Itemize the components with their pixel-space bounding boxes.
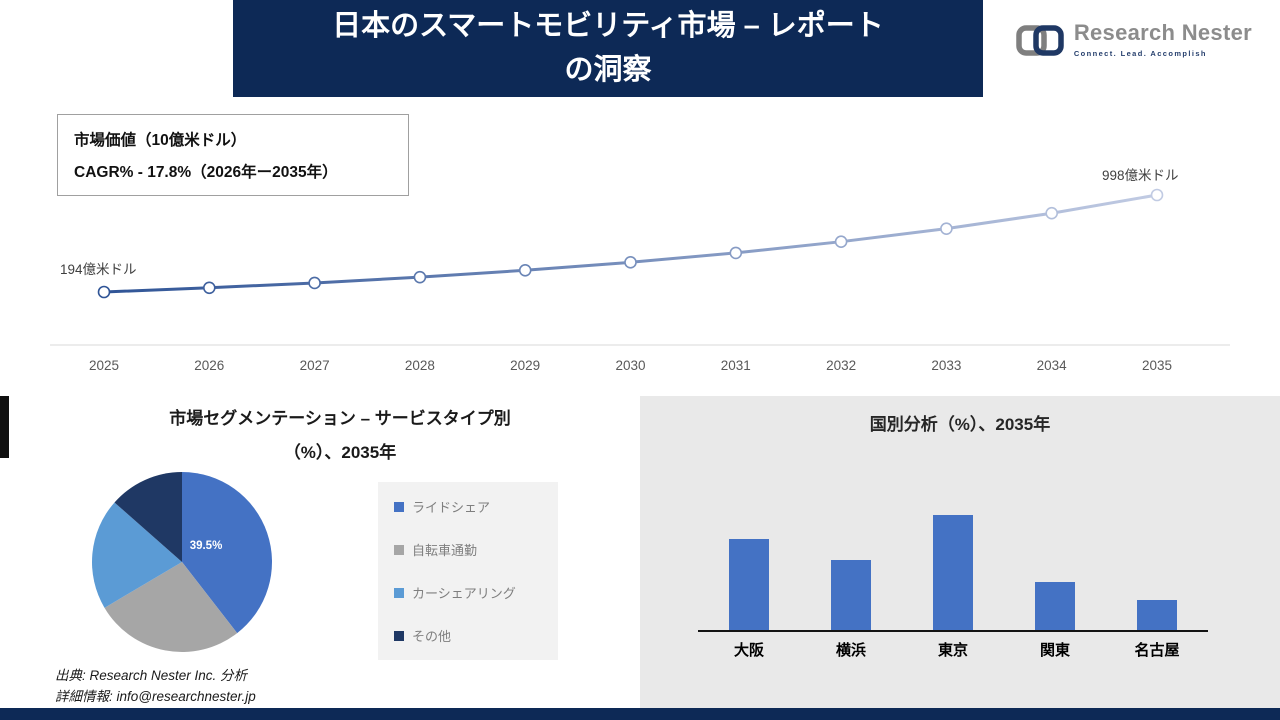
bar <box>831 560 871 630</box>
legend-item: 自転車通勤 <box>394 540 542 559</box>
bar-category-label: 東京 <box>937 642 968 659</box>
legend-swatch <box>394 544 404 555</box>
pie-title-line1: 市場セグメンテーション – サービスタイプ別 <box>169 409 511 428</box>
end-value-label: 998億米ドル <box>1102 168 1179 183</box>
x-axis-label: 2035 <box>1141 358 1173 373</box>
pie-legend: ライドシェア 自転車通勤カーシェアリング その他 <box>378 482 558 660</box>
contact-line: 詳細情報: info@researchnester.jp <box>55 689 256 704</box>
page-title-line1: 日本のスマートモビリティ市場 – レポート <box>332 10 884 42</box>
bar-chart-title: 国別分析（%）、2035年 <box>869 415 1051 434</box>
start-value-label: 194億米ドル <box>60 262 137 277</box>
market-value-info-box: 市場価値（10億米ドル） CAGR% - 17.8%（2026年ー2035年） <box>57 114 409 196</box>
x-axis-label: 2034 <box>1036 358 1067 373</box>
legend-swatch <box>394 587 404 598</box>
market-value-line-chart <box>50 188 1230 346</box>
brand-logo: Research Nester Connect. Lead. Accomplis… <box>1015 20 1252 60</box>
brand-text: Research Nester Connect. Lead. Accomplis… <box>1074 20 1252 58</box>
bar-column <box>698 539 800 630</box>
segmentation-pie-chart <box>92 472 272 652</box>
legend-label: カーシェアリング <box>412 586 516 601</box>
legend-item: ライドシェア <box>394 497 542 516</box>
x-axis-label: 2033 <box>931 358 962 373</box>
bar-column <box>1004 582 1106 630</box>
x-axis-labels: 2025 2026 2027 2028 2029 2030 2031 2032 2033 2034… <box>0 358 1280 378</box>
pie-chart-title: 市場セグメンテーション – サービスタイプ別 （%）、2035年 <box>110 402 570 470</box>
country-bar-chart: 大阪 横浜 東京 関東 名古屋 <box>698 512 1208 660</box>
footer-bar <box>0 708 1280 720</box>
pie-title-line2: （%）、2035年 <box>283 443 397 462</box>
legend-swatch <box>394 630 404 641</box>
country-analysis-panel: 国別分析（%）、2035年 大阪 横浜 東京 関東 名古屋 <box>640 396 1280 708</box>
bar-category-label: 横浜 <box>835 642 866 659</box>
bar-column <box>902 515 1004 630</box>
brand-name: Research Nester <box>1073 20 1252 45</box>
bar-category-label: 大阪 <box>733 642 764 659</box>
bar <box>1035 582 1075 630</box>
bar-category-label: 名古屋 <box>1134 642 1180 659</box>
bar-column <box>800 560 902 630</box>
bar <box>1137 600 1177 630</box>
x-axis-label: 2026 <box>194 358 225 373</box>
x-axis-label: 2025 <box>88 358 120 373</box>
page-title-line2: の洞察 <box>564 53 652 86</box>
brand-tagline: Connect. Lead. Accomplish <box>1073 49 1207 58</box>
research-nester-logo-icon <box>1015 20 1065 60</box>
bar <box>729 539 769 630</box>
legend-label: ライドシェア <box>412 500 491 515</box>
bar-category-labels: 大阪 横浜 東京 関東 名古屋 <box>698 632 1208 660</box>
x-axis-label: 2030 <box>615 358 646 373</box>
legend-swatch <box>394 501 404 512</box>
x-axis-label: 2027 <box>299 358 330 373</box>
x-axis-label: 2031 <box>720 358 751 373</box>
pie-slice-value-label: 39.5% <box>189 540 223 552</box>
market-value-label: 市場価値（10億米ドル） <box>74 132 247 149</box>
source-line: 出典: Research Nester Inc. 分析 <box>55 668 248 683</box>
bar <box>933 515 973 630</box>
x-axis-label: 2032 <box>826 358 857 373</box>
legend-label: 自転車通勤 <box>412 543 478 558</box>
x-axis-label: 2029 <box>510 358 541 373</box>
x-axis-label: 2028 <box>404 358 435 373</box>
bar-column <box>1106 600 1208 630</box>
title-banner: 日本のスマートモビリティ市場 – レポート の洞察 <box>233 0 983 97</box>
bar-plot-area <box>698 512 1208 632</box>
bar-category-label: 関東 <box>1039 642 1070 659</box>
source-note: 出典: Research Nester Inc. 分析 詳細情報: info@r… <box>55 665 256 707</box>
legend-item: その他 <box>394 626 542 645</box>
legend-item: カーシェアリング <box>394 583 542 602</box>
cagr-label: CAGR% - 17.8%（2026年ー2035年） <box>74 164 338 181</box>
left-accent-bar <box>0 396 9 458</box>
legend-label: その他 <box>412 629 452 644</box>
